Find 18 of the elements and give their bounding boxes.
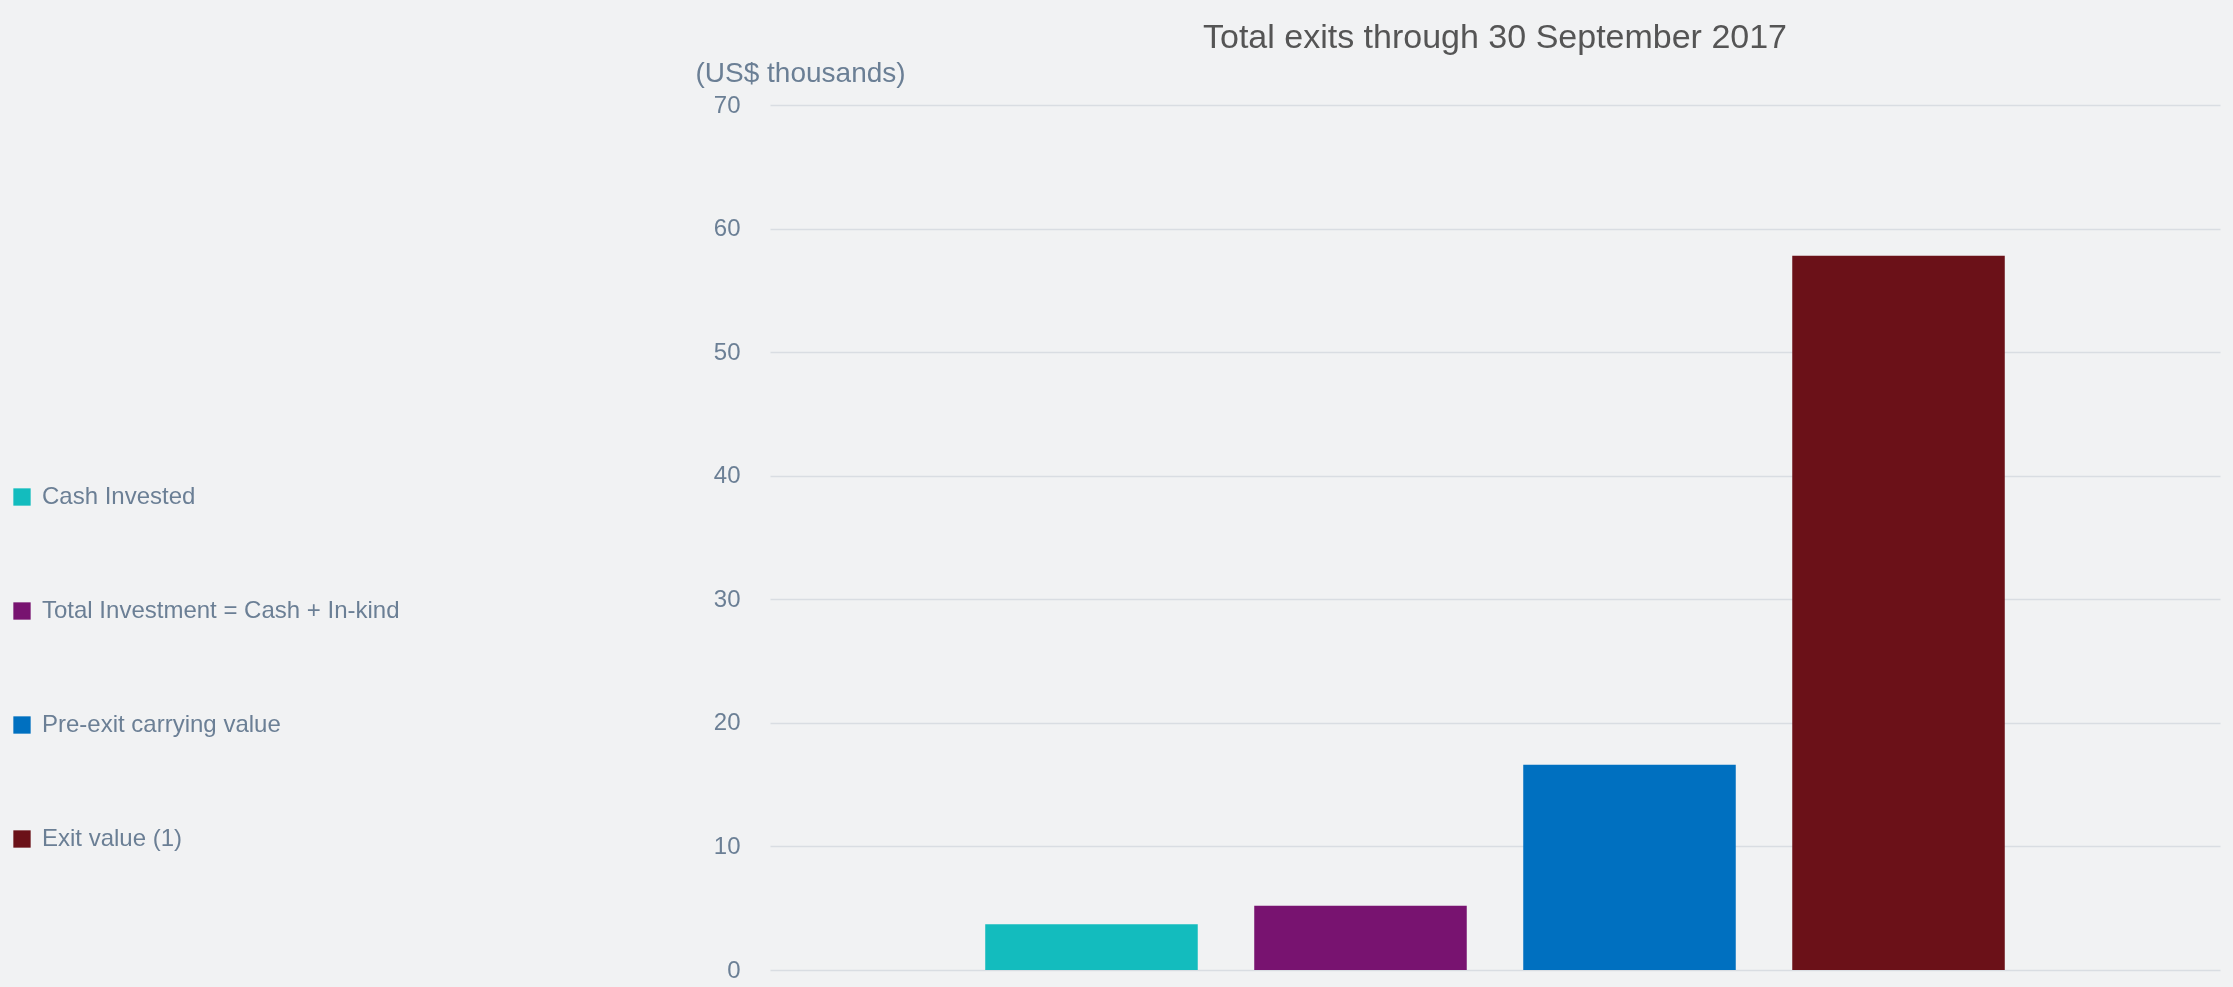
bar — [1792, 255, 2005, 970]
y-tick-label: 20 — [713, 708, 741, 736]
y-axis-title: (US$ thousands) — [695, 56, 906, 88]
bar — [985, 924, 1198, 970]
chart-title: Total exits through 30 September 2017 — [1202, 17, 1788, 55]
y-tick-label: 0 — [727, 955, 741, 983]
legend-label: Total Investment = Cash + In-kind — [42, 596, 400, 623]
y-tick-label: 70 — [713, 90, 741, 118]
legend-label: Cash Invested — [42, 482, 196, 509]
y-tick-label: 30 — [713, 584, 741, 612]
y-tick-label: 40 — [713, 461, 741, 489]
y-tick-label: 50 — [713, 337, 741, 365]
bar — [1254, 905, 1467, 970]
y-tick-label: 60 — [713, 214, 741, 242]
legend-label: Exit value (1) — [42, 824, 183, 851]
legend-label: Pre-exit carrying value — [42, 710, 281, 737]
bar — [1523, 764, 1736, 970]
y-tick-label: 10 — [713, 831, 741, 859]
